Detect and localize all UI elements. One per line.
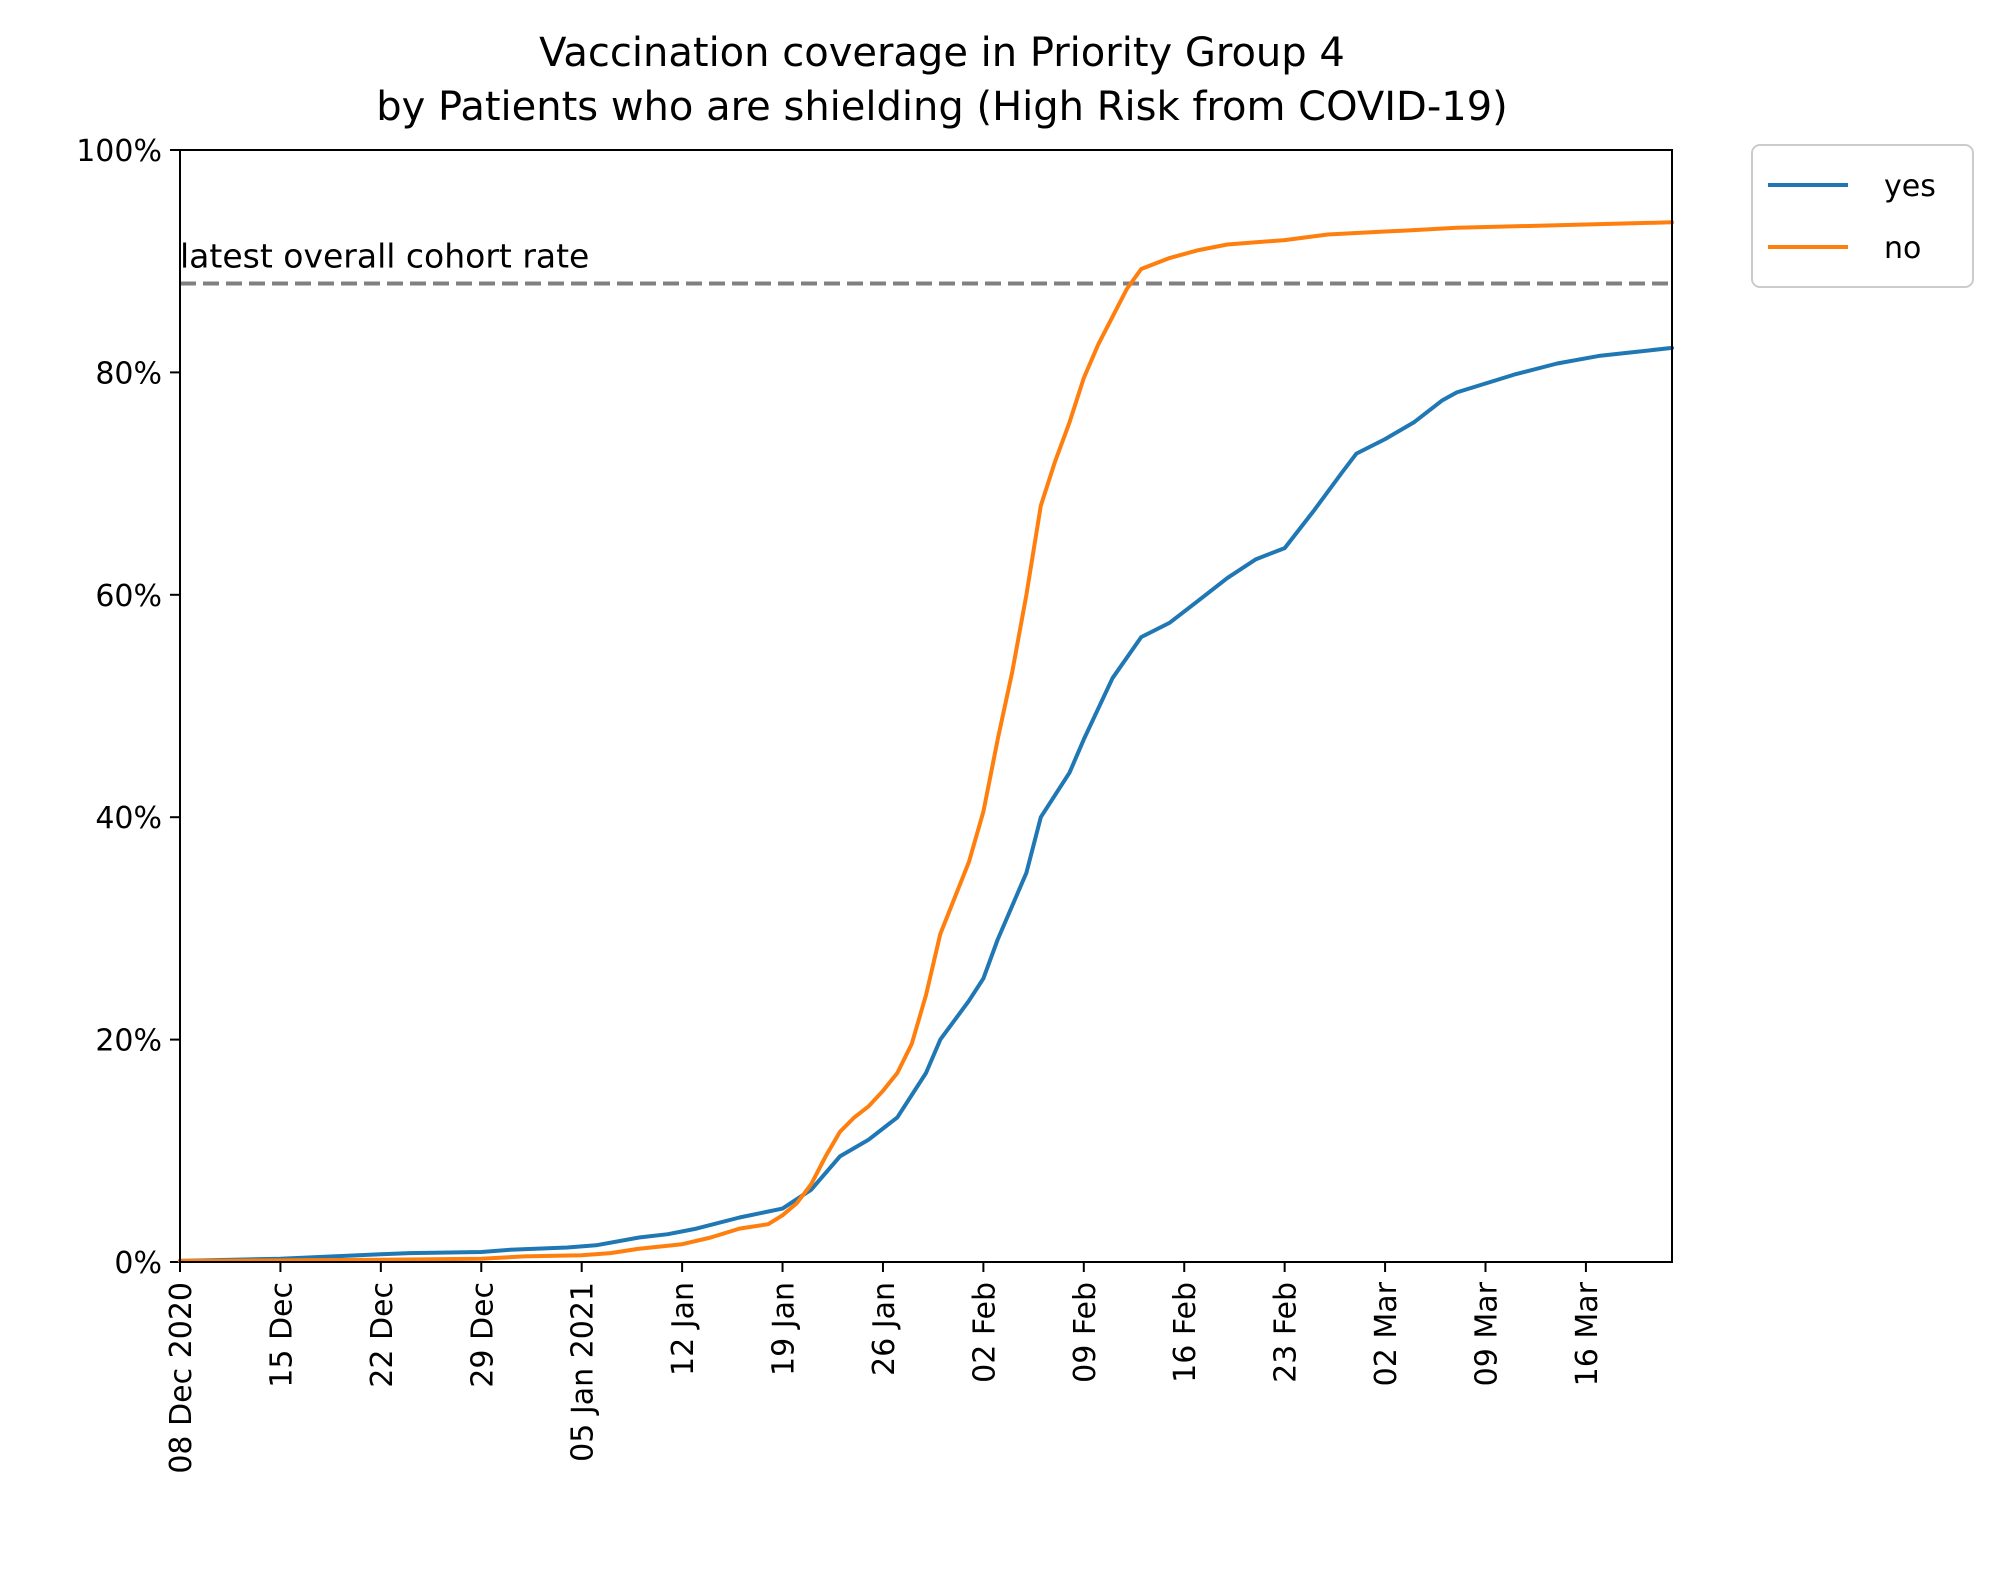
x-tick-label: 08 Dec 2020: [164, 1282, 199, 1474]
reference-line-label: latest overall cohort rate: [180, 236, 589, 275]
y-tick-label: 0%: [114, 1246, 162, 1281]
legend-box: [1751, 144, 1974, 288]
legend-label-no: no: [1884, 231, 1921, 266]
x-tick-label: 05 Jan 2021: [566, 1282, 601, 1462]
y-tick-label: 100%: [76, 134, 162, 169]
chart-subtitle: by Patients who are shielding (High Risk…: [376, 84, 1508, 130]
y-tick-label: 40%: [95, 801, 162, 836]
chart-title: Vaccination coverage in Priority Group 4: [539, 30, 1345, 76]
x-tick-label: 02 Feb: [967, 1282, 1002, 1383]
x-tick-label: 09 Feb: [1068, 1282, 1103, 1383]
legend-label-yes: yes: [1884, 169, 1936, 204]
y-tick-label: 20%: [95, 1024, 162, 1059]
x-tick-label: 09 Mar: [1470, 1281, 1505, 1386]
y-tick-label: 60%: [95, 579, 162, 614]
x-tick-label: 19 Jan: [767, 1282, 802, 1376]
plot-frame: [179, 149, 1673, 1263]
x-tick-label: 02 Mar: [1369, 1281, 1404, 1386]
x-tick-label: 15 Dec: [264, 1282, 299, 1388]
x-tick-label: 26 Jan: [867, 1282, 902, 1376]
x-tick-label: 16 Mar: [1570, 1281, 1605, 1386]
x-tick-label: 12 Jan: [666, 1282, 701, 1376]
x-tick-label: 29 Dec: [465, 1282, 500, 1388]
x-tick-label: 22 Dec: [365, 1282, 400, 1388]
series-line-no: [178, 220, 1674, 1263]
series-line-yes: [178, 345, 1674, 1263]
x-tick-label: 16 Feb: [1168, 1282, 1203, 1383]
series-layer: [178, 220, 1674, 1263]
y-axis: 0% 20% 40% 60% 80% 100%: [76, 134, 180, 1281]
x-axis: 08 Dec 2020 15 Dec 22 Dec 29 Dec 05 Jan 2021…: [164, 1262, 1605, 1474]
y-tick-label: 80%: [95, 356, 162, 391]
x-tick-label: 23 Feb: [1269, 1282, 1304, 1383]
legend: yes no: [1751, 144, 1974, 288]
